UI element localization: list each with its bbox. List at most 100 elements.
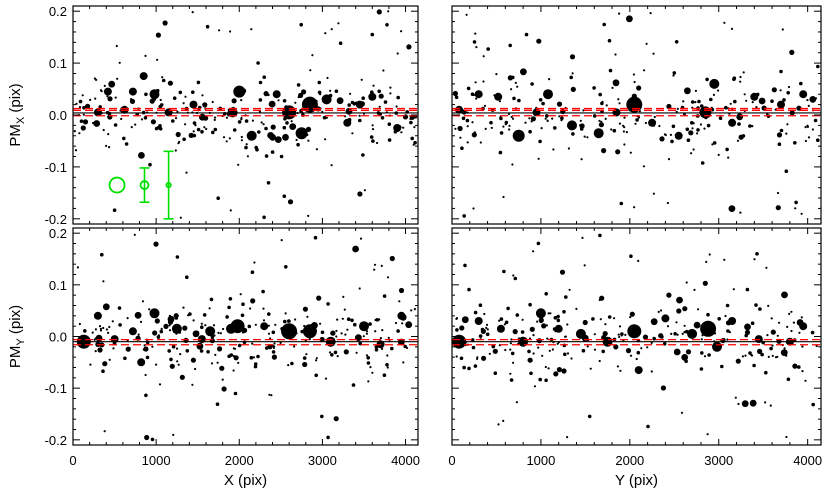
data-point [172, 433, 175, 436]
data-point-large [393, 124, 402, 132]
data-point [770, 329, 776, 335]
data-point [652, 336, 655, 339]
data-point [108, 325, 111, 329]
data-point [267, 132, 274, 139]
data-point [788, 312, 791, 315]
data-point [282, 133, 289, 141]
data-point [637, 116, 641, 119]
data-point [94, 97, 97, 100]
data-point [617, 98, 620, 101]
data-point [724, 314, 727, 318]
data-point [240, 116, 243, 120]
data-point [610, 128, 613, 131]
data-point [769, 404, 772, 407]
data-point [547, 312, 550, 315]
data-point [659, 136, 665, 142]
data-point [454, 127, 457, 130]
data-point-large [554, 324, 563, 333]
data-point [566, 436, 569, 439]
data-point [253, 261, 256, 264]
data-point [735, 358, 741, 364]
data-point [111, 320, 114, 323]
data-point [690, 152, 693, 155]
data-point [804, 126, 807, 129]
data-point [514, 81, 517, 84]
data-point [739, 75, 742, 79]
data-point [694, 89, 698, 92]
data-point [171, 344, 176, 349]
data-point [237, 120, 242, 124]
data-point [271, 354, 277, 360]
data-point [89, 363, 92, 366]
data-point [101, 369, 105, 374]
data-point [89, 98, 92, 101]
data-point [359, 237, 363, 240]
data-point [333, 350, 338, 355]
data-point [301, 89, 307, 95]
data-point [811, 402, 815, 407]
data-point [225, 140, 228, 143]
data-point [410, 309, 413, 312]
data-point [810, 330, 815, 335]
data-point [319, 322, 322, 325]
data-point [177, 142, 180, 145]
data-point [204, 103, 207, 106]
data-point [406, 44, 412, 50]
data-point [192, 133, 197, 138]
data-point [103, 430, 106, 433]
data-point [365, 354, 369, 357]
data-point [258, 98, 263, 102]
data-point [402, 114, 409, 120]
data-point [541, 323, 547, 329]
y-tick-label: -0.2 [45, 212, 67, 227]
data-point [758, 307, 762, 311]
data-point [191, 383, 194, 386]
data-point [299, 22, 304, 27]
data-point [279, 341, 282, 344]
data-point [734, 396, 737, 399]
data-point [158, 127, 163, 131]
data-point [799, 81, 803, 86]
x-tick-label: 2000 [225, 453, 254, 468]
data-point [267, 332, 271, 335]
data-point [377, 89, 382, 94]
data-point [140, 118, 144, 121]
data-point [515, 313, 520, 317]
data-point [125, 346, 131, 352]
data-point [619, 201, 624, 206]
data-point [732, 288, 735, 291]
data-point [94, 328, 97, 331]
data-point [780, 349, 788, 356]
data-point [82, 113, 85, 116]
data-point [784, 169, 789, 173]
data-point-large [355, 100, 364, 109]
data-point [666, 292, 672, 298]
data-point [247, 324, 252, 329]
data-point [633, 80, 636, 84]
data-point [219, 332, 222, 335]
data-point [581, 236, 584, 239]
data-point [607, 315, 612, 319]
data-point [764, 401, 767, 404]
data-point [315, 357, 318, 360]
data-point [260, 121, 263, 124]
data-point [144, 92, 148, 97]
data-point [167, 80, 173, 86]
data-point [493, 371, 498, 376]
data-point [159, 329, 164, 334]
data-point [93, 338, 96, 341]
data-point [380, 116, 385, 120]
data-point [635, 118, 639, 122]
data-point [459, 136, 462, 139]
data-point [579, 123, 585, 129]
data-point [307, 214, 310, 217]
data-point [455, 355, 458, 358]
data-point [294, 318, 297, 321]
data-point [637, 259, 640, 262]
data-point [78, 99, 83, 104]
data-point [712, 93, 716, 96]
data-point [302, 306, 308, 312]
data-point [241, 331, 245, 334]
data-point [302, 361, 308, 368]
data-point [690, 100, 695, 104]
